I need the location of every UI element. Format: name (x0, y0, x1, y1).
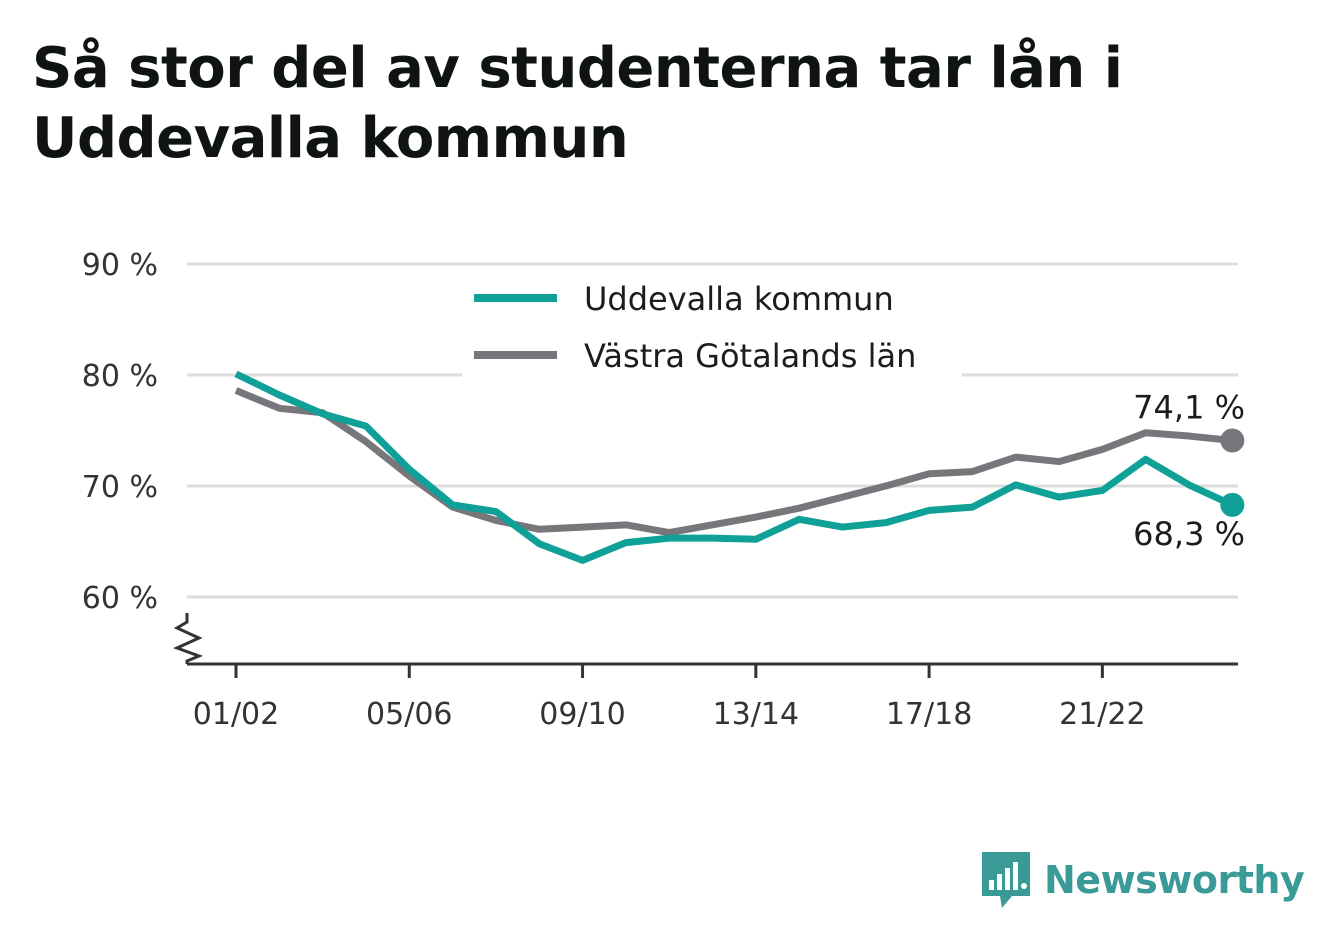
series-line-uddevalla (234, 370, 1234, 564)
end-point-uddevalla (1220, 492, 1245, 517)
axes: 60 % 70 % 80 % 90 % 01/02 05/06 09/10 13/14 17/1… (82, 248, 1238, 732)
newsworthy-logo-icon (982, 852, 1030, 908)
brand-name: Newsworthy (1044, 858, 1305, 902)
end-labels: 74,1 % 68,3 % (1133, 388, 1245, 552)
y-tick-label: 60 % (82, 581, 158, 616)
x-tick-label: 01/02 (193, 697, 279, 732)
x-tick-label: 17/18 (886, 697, 972, 732)
chart-title: Så stor del av studenterna tar lån i Udd… (32, 36, 1123, 171)
series-lines (234, 370, 1245, 564)
x-tick-label: 05/06 (366, 697, 452, 732)
end-point-vastra-gotaland (1220, 428, 1245, 453)
x-tick-label: 13/14 (713, 697, 799, 732)
y-tick-label: 70 % (82, 470, 158, 505)
y-axis-break (173, 613, 204, 664)
y-tick-label: 80 % (82, 359, 158, 394)
x-tick-label: 09/10 (539, 697, 625, 732)
series-line-vastra-gotaland (234, 387, 1233, 537)
legend-label: Västra Götalands län (584, 337, 916, 375)
legend: Uddevalla kommun Västra Götalands län (462, 266, 962, 378)
line-chart: 60 % 70 % 80 % 90 % 01/02 05/06 09/10 13/14 17/1… (82, 248, 1245, 732)
brand-logo: Newsworthy (980, 848, 1305, 912)
y-tick-label: 90 % (82, 248, 158, 283)
end-label-vastra-gotaland: 74,1 % (1133, 388, 1245, 426)
end-label-uddevalla: 68,3 % (1133, 515, 1245, 553)
legend-label: Uddevalla kommun (584, 280, 894, 318)
x-tick-label: 21/22 (1059, 697, 1145, 732)
legend-background (462, 266, 962, 378)
